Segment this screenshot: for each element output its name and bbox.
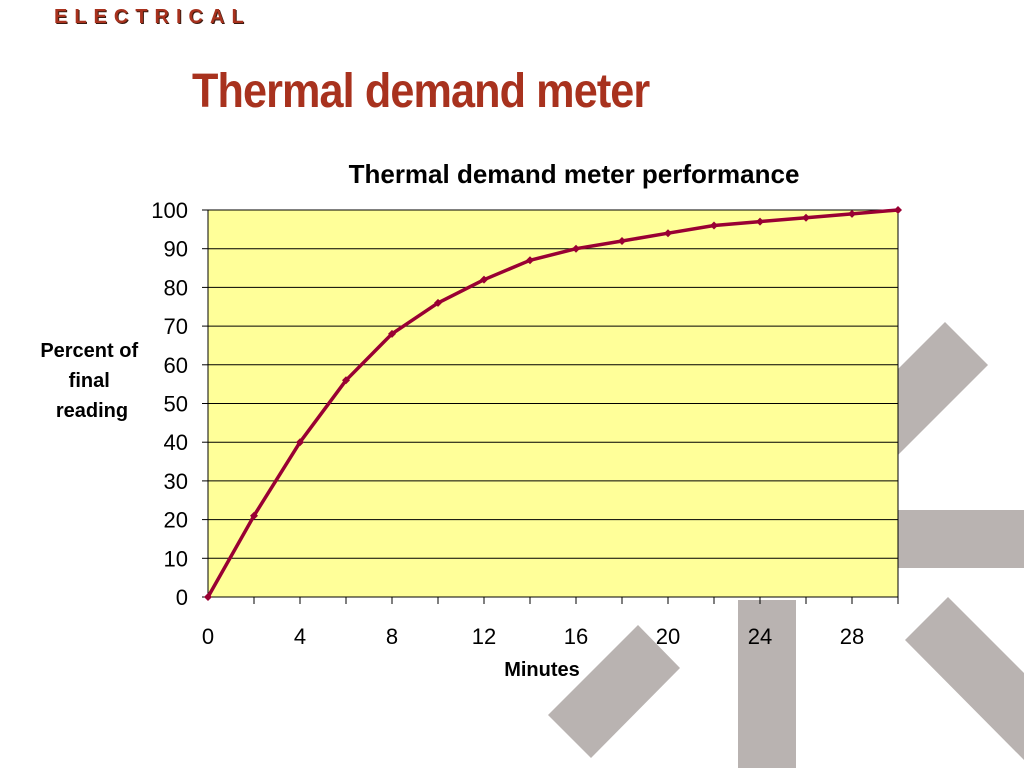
data-point	[296, 438, 304, 447]
x-axis-label: Minutes	[504, 659, 580, 681]
y-tick-label: 60	[164, 353, 188, 378]
slide-title: Thermal demand meter	[192, 65, 650, 118]
x-tick-label: 0	[202, 624, 214, 649]
chart-title: Thermal demand meter performance	[349, 159, 800, 189]
y-tick-label: 40	[164, 430, 188, 455]
y-tick-label: 80	[164, 275, 188, 300]
y-tick-label: 10	[164, 546, 188, 571]
x-tick-label: 20	[656, 624, 680, 649]
data-point	[756, 217, 764, 226]
x-axis-ticks: 0 4 8 12 16 20 24 28	[202, 597, 899, 649]
y-tick-label: 70	[164, 314, 188, 339]
series-line	[206, 208, 899, 598]
x-tick-label: 28	[840, 624, 864, 649]
y-axis-ticks: 0 10 20 30 40 50 60 70 80 90 100	[151, 198, 208, 610]
data-point	[710, 221, 718, 230]
y-axis-label-line-1: Percent of	[40, 340, 138, 362]
data-point	[618, 236, 626, 245]
x-tick-label: 8	[386, 624, 398, 649]
y-tick-label: 20	[164, 508, 188, 533]
data-point	[664, 229, 672, 238]
y-axis-label-line-3: reading	[56, 400, 128, 422]
y-axis-label-line-2: final	[69, 370, 110, 392]
brand-label: ELECTRICAL	[54, 6, 251, 28]
data-point	[848, 209, 856, 218]
data-point	[802, 213, 810, 222]
data-point	[250, 511, 258, 520]
data-point	[388, 329, 396, 338]
x-tick-label: 4	[294, 624, 306, 649]
x-tick-label: 24	[748, 624, 772, 649]
data-point	[204, 593, 212, 601]
y-tick-label: 30	[164, 469, 188, 494]
y-tick-label: 100	[151, 198, 188, 223]
gridlines	[208, 248, 898, 559]
x-tick-label: 16	[564, 624, 588, 649]
y-tick-label: 90	[164, 237, 188, 262]
data-point	[572, 244, 580, 253]
data-point	[434, 298, 442, 307]
y-tick-label: 50	[164, 392, 188, 417]
data-point	[342, 376, 350, 385]
y-axis-label: Percent of final reading	[40, 340, 143, 422]
data-point	[894, 206, 902, 214]
data-point	[480, 275, 488, 284]
series-group	[204, 206, 902, 601]
data-point	[526, 256, 534, 265]
x-tick-label: 12	[472, 624, 496, 649]
y-tick-label: 0	[176, 585, 188, 610]
